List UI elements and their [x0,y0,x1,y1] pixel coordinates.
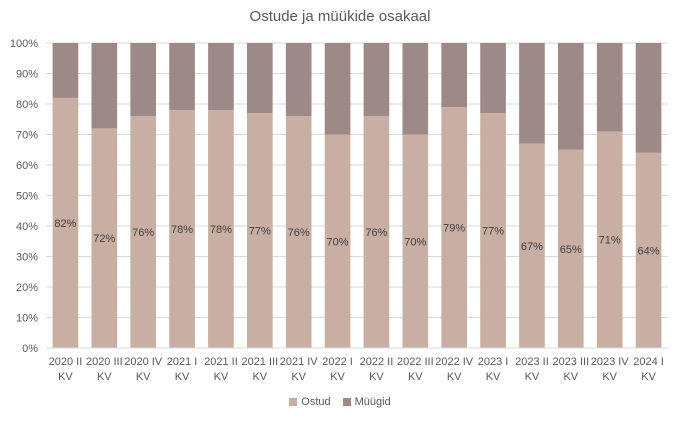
bar-muugid [557,43,584,150]
bar-ostud [208,110,234,348]
chart-title: Ostude ja müükide osakaal [249,8,431,25]
x-tick-label: 2023 IV KV [591,356,630,383]
data-label: 70% [327,236,349,248]
y-tick-label: 60% [16,160,38,172]
legend-label: Ostud [301,396,331,408]
data-label: 78% [171,224,193,236]
bar-ostud [130,116,157,348]
x-tick-label: 2023 I KV [478,356,509,383]
x-tick-label: 2021 IV KV [280,356,319,383]
x-tick-label: 2020 III KV [86,356,123,383]
data-label: 78% [210,224,232,236]
data-label: 76% [288,227,310,239]
bar-ostud [519,143,545,348]
bar-muugid [402,43,429,135]
y-tick-label: 90% [16,69,38,81]
bar-muugid [208,43,234,111]
bar-ostud [402,134,429,348]
y-tick-label: 20% [16,282,38,294]
bar-muugid [519,43,545,144]
y-tick-label: 30% [16,252,38,264]
x-tick-label: 2020 IV KV [124,356,163,383]
data-label: 82% [54,218,76,230]
bar-muugid [91,43,118,129]
bar-muugid [324,43,351,135]
bar-muugid [441,43,468,108]
y-tick-label: 40% [16,221,38,233]
bar-muugid [285,43,312,117]
x-tick-label: 2022 I KV [322,356,353,383]
x-tick-label: 2022 III KV [397,356,434,383]
legend-label: Müügid [354,396,391,408]
data-label: 64% [638,245,660,257]
bar-ostud [169,110,195,348]
bar-ostud [246,113,273,349]
x-tick-label: 2020 II KV [49,356,83,383]
bar-ostud [285,116,312,348]
y-tick-label: 80% [16,99,38,111]
legend-swatch [342,398,351,407]
bar-muugid [52,43,79,98]
x-tick-label: 2022 IV KV [435,356,474,383]
bar-ostud [91,128,118,348]
legend: Ostud Müügid [0,396,680,408]
data-label: 76% [132,227,154,239]
data-label: 77% [249,226,271,238]
bar-muugid [480,43,506,114]
bar-muugid [246,43,273,114]
x-tick-label: 2024 I KV [633,356,664,383]
bar-muugid [635,43,662,153]
x-tick-label: 2021 III KV [241,356,278,383]
x-tick-label: 2022 II KV [360,356,394,383]
bar-ostud [52,97,79,349]
data-label: 71% [599,235,621,247]
y-tick-label: 70% [16,130,38,142]
data-label: 79% [443,223,465,235]
y-tick-label: 50% [16,191,38,203]
data-label: 67% [521,241,543,253]
bar-ostud [635,152,662,348]
bar-ostud [441,107,468,348]
data-label: 72% [93,233,115,245]
bar-ostud [480,113,506,349]
bar-muugid [169,43,195,111]
data-label: 65% [560,244,582,256]
x-tick-label: 2023 II KV [515,356,549,383]
bar-ostud [557,149,584,348]
y-tick-label: 10% [16,313,38,325]
data-label: 70% [404,236,426,248]
y-tick-label: 0% [22,343,38,355]
bar-muugid [596,43,623,132]
legend-swatch [289,398,298,407]
y-tick-label: 100% [10,38,38,50]
bar-muugid [363,43,390,117]
x-tick-label: 2021 II KV [204,356,238,383]
bar-ostud [596,131,623,348]
data-label: 77% [482,226,504,238]
legend-item-muugid: Müügid [342,396,391,408]
legend-item-ostud: Ostud [289,396,331,408]
bar-ostud [324,134,351,348]
x-tick-label: 2021 I KV [167,356,198,383]
data-label: 76% [365,227,387,239]
bar-muugid [130,43,157,117]
x-tick-label: 2023 III KV [552,356,589,383]
bar-ostud [363,116,390,348]
